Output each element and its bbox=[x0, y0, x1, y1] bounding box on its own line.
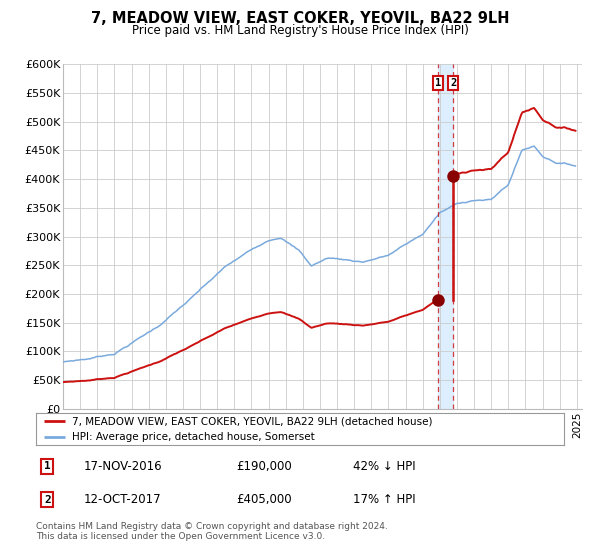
Bar bbox=[437, 64, 454, 409]
Text: 42% ↓ HPI: 42% ↓ HPI bbox=[353, 460, 415, 473]
Text: 7, MEADOW VIEW, EAST COKER, YEOVIL, BA22 9LH (detached house): 7, MEADOW VIEW, EAST COKER, YEOVIL, BA22… bbox=[72, 416, 433, 426]
Text: 17% ↑ HPI: 17% ↑ HPI bbox=[353, 493, 415, 506]
Text: 7, MEADOW VIEW, EAST COKER, YEOVIL, BA22 9LH: 7, MEADOW VIEW, EAST COKER, YEOVIL, BA22… bbox=[91, 11, 509, 26]
Text: 12-OCT-2017: 12-OCT-2017 bbox=[83, 493, 161, 506]
Text: 1: 1 bbox=[434, 78, 441, 88]
Text: Contains HM Land Registry data © Crown copyright and database right 2024.
This d: Contains HM Land Registry data © Crown c… bbox=[36, 522, 388, 542]
Text: 17-NOV-2016: 17-NOV-2016 bbox=[83, 460, 162, 473]
Text: HPI: Average price, detached house, Somerset: HPI: Average price, detached house, Some… bbox=[72, 432, 314, 442]
Text: 2: 2 bbox=[450, 78, 457, 88]
Text: Price paid vs. HM Land Registry's House Price Index (HPI): Price paid vs. HM Land Registry's House … bbox=[131, 24, 469, 36]
Text: 2: 2 bbox=[44, 495, 50, 505]
Text: 1: 1 bbox=[44, 461, 50, 471]
Text: £190,000: £190,000 bbox=[236, 460, 292, 473]
Text: £405,000: £405,000 bbox=[236, 493, 292, 506]
